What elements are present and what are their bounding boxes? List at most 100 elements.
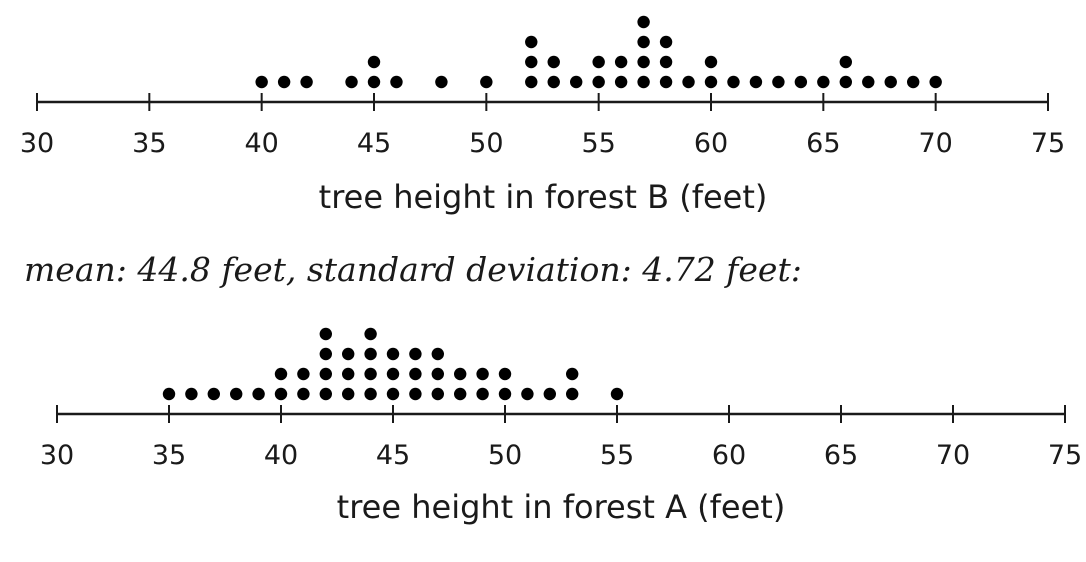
data-dot-forest-b-65-1 bbox=[817, 75, 830, 89]
data-dot-forest-a-49-2 bbox=[476, 367, 489, 381]
x-tick-label: 65 bbox=[806, 128, 840, 159]
data-dot-forest-a-36-1 bbox=[185, 387, 198, 401]
data-dot-forest-a-35-1 bbox=[162, 387, 176, 401]
data-dot-forest-a-40-2 bbox=[274, 367, 288, 381]
data-dot-forest-a-50-1 bbox=[498, 387, 512, 401]
x-tick-label: 45 bbox=[357, 128, 391, 159]
data-dot-forest-a-46-1 bbox=[409, 387, 422, 401]
data-dot-forest-b-52-3 bbox=[525, 35, 538, 49]
data-dot-forest-b-53-1 bbox=[547, 75, 560, 89]
data-dot-forest-b-48-1 bbox=[435, 75, 448, 89]
data-dot-forest-b-45-2 bbox=[367, 55, 381, 69]
data-dot-forest-a-55-1 bbox=[610, 387, 624, 401]
x-axis-title: tree height in forest B (feet) bbox=[319, 178, 768, 216]
data-dot-forest-b-57-2 bbox=[637, 55, 650, 69]
x-tick-label: 35 bbox=[132, 128, 166, 159]
data-dot-forest-a-47-3 bbox=[431, 347, 444, 361]
data-dot-forest-a-45-2 bbox=[386, 367, 400, 381]
data-dot-forest-b-66-1 bbox=[839, 75, 852, 89]
data-dot-forest-a-47-2 bbox=[431, 367, 444, 381]
data-dot-forest-b-68-1 bbox=[884, 75, 897, 89]
x-tick-label: 50 bbox=[469, 128, 503, 159]
data-dot-forest-b-63-1 bbox=[772, 75, 785, 89]
dot-plot-forest-a: 30 35 40 45 50 55 60 65 70 75 tree height in fores… bbox=[40, 327, 1082, 526]
data-dot-forest-b-60-2 bbox=[704, 55, 718, 69]
x-tick-label: 75 bbox=[1031, 128, 1065, 159]
data-dot-forest-b-58-2 bbox=[659, 55, 673, 69]
data-dot-forest-b-57-1 bbox=[637, 75, 650, 89]
x-tick-label: 70 bbox=[936, 440, 970, 471]
data-dot-forest-b-69-1 bbox=[907, 75, 920, 89]
x-tick-label: 55 bbox=[600, 440, 634, 471]
data-dot-forest-a-49-1 bbox=[476, 387, 489, 401]
x-tick-label: 45 bbox=[376, 440, 410, 471]
data-dot-forest-a-42-2 bbox=[319, 367, 332, 381]
x-tick-label: 75 bbox=[1048, 440, 1082, 471]
data-dot-forest-a-43-3 bbox=[342, 347, 355, 361]
data-dot-forest-b-58-1 bbox=[659, 75, 673, 89]
data-dot-forest-b-70-1 bbox=[929, 75, 942, 89]
x-tick-label: 50 bbox=[488, 440, 522, 471]
data-dot-forest-b-59-1 bbox=[682, 75, 695, 89]
data-dot-forest-b-52-1 bbox=[525, 75, 538, 89]
x-tick-label: 30 bbox=[40, 440, 74, 471]
data-dot-forest-b-54-1 bbox=[570, 75, 583, 89]
data-dot-forest-a-50-2 bbox=[498, 367, 512, 381]
data-dot-forest-a-42-4 bbox=[319, 327, 332, 341]
data-dot-forest-a-38-1 bbox=[230, 387, 243, 401]
x-axis-title: tree height in forest A (feet) bbox=[337, 488, 786, 526]
data-dot-forest-a-46-2 bbox=[409, 367, 422, 381]
data-dot-forest-a-40-1 bbox=[274, 387, 288, 401]
data-dot-forest-b-57-3 bbox=[637, 35, 650, 49]
data-dot-forest-b-64-1 bbox=[794, 75, 808, 89]
data-dot-forest-a-43-1 bbox=[342, 387, 355, 401]
data-dot-forest-a-42-3 bbox=[319, 347, 332, 361]
data-dot-forest-a-46-3 bbox=[409, 347, 422, 361]
data-dot-forest-a-41-1 bbox=[297, 387, 310, 401]
data-dot-forest-b-66-2 bbox=[839, 55, 852, 69]
data-dot-forest-b-67-1 bbox=[862, 75, 875, 89]
data-dot-forest-a-44-3 bbox=[364, 347, 377, 361]
x-tick-label: 40 bbox=[264, 440, 298, 471]
x-tick-label: 55 bbox=[581, 128, 615, 159]
data-dot-forest-a-44-4 bbox=[364, 327, 377, 341]
data-dot-forest-b-61-1 bbox=[727, 75, 740, 89]
data-dot-forest-b-50-1 bbox=[480, 75, 493, 89]
data-dot-forest-b-53-2 bbox=[547, 55, 560, 69]
data-dot-forest-b-44-1 bbox=[345, 75, 358, 89]
data-dot-forest-b-46-1 bbox=[390, 75, 403, 89]
x-tick-label: 35 bbox=[152, 440, 186, 471]
data-dot-forest-b-41-1 bbox=[277, 75, 291, 89]
data-dot-forest-b-60-1 bbox=[704, 75, 718, 89]
data-dot-forest-a-51-1 bbox=[521, 387, 534, 401]
data-dot-forest-b-57-4 bbox=[637, 15, 650, 29]
x-tick-label: 60 bbox=[712, 440, 746, 471]
data-dot-forest-a-37-1 bbox=[207, 387, 220, 401]
data-dot-forest-b-45-1 bbox=[367, 75, 381, 89]
data-dot-forest-a-48-1 bbox=[454, 387, 467, 401]
data-dot-forest-a-48-2 bbox=[454, 367, 467, 381]
data-dot-forest-b-52-2 bbox=[525, 55, 538, 69]
data-dot-forest-b-55-1 bbox=[592, 75, 605, 89]
data-dot-forest-a-43-2 bbox=[342, 367, 355, 381]
data-dot-forest-b-58-3 bbox=[659, 35, 673, 49]
data-dot-forest-a-52-1 bbox=[543, 387, 556, 401]
x-tick-label: 40 bbox=[244, 128, 278, 159]
data-dot-forest-a-39-1 bbox=[252, 387, 265, 401]
data-dot-forest-a-41-2 bbox=[297, 367, 310, 381]
data-dot-forest-a-53-1 bbox=[566, 387, 579, 401]
data-dot-forest-b-40-1 bbox=[255, 75, 268, 89]
data-dot-forest-a-45-3 bbox=[386, 347, 400, 361]
dot-plot-forest-b: 30 35 40 45 50 55 60 65 70 75 tree height in fores… bbox=[20, 15, 1065, 216]
stats-note: mean: 44.8 feet, standard deviation: 4.7… bbox=[24, 250, 802, 289]
x-tick-label: 70 bbox=[918, 128, 952, 159]
data-dot-forest-b-56-2 bbox=[614, 55, 628, 69]
x-tick-label: 30 bbox=[20, 128, 54, 159]
data-dot-forest-a-47-1 bbox=[431, 387, 444, 401]
data-dot-forest-a-42-1 bbox=[319, 387, 332, 401]
data-dot-forest-b-42-1 bbox=[300, 75, 313, 89]
data-dot-forest-b-55-2 bbox=[592, 55, 605, 69]
data-dot-forest-a-53-2 bbox=[566, 367, 579, 381]
data-dot-forest-a-44-1 bbox=[364, 387, 377, 401]
